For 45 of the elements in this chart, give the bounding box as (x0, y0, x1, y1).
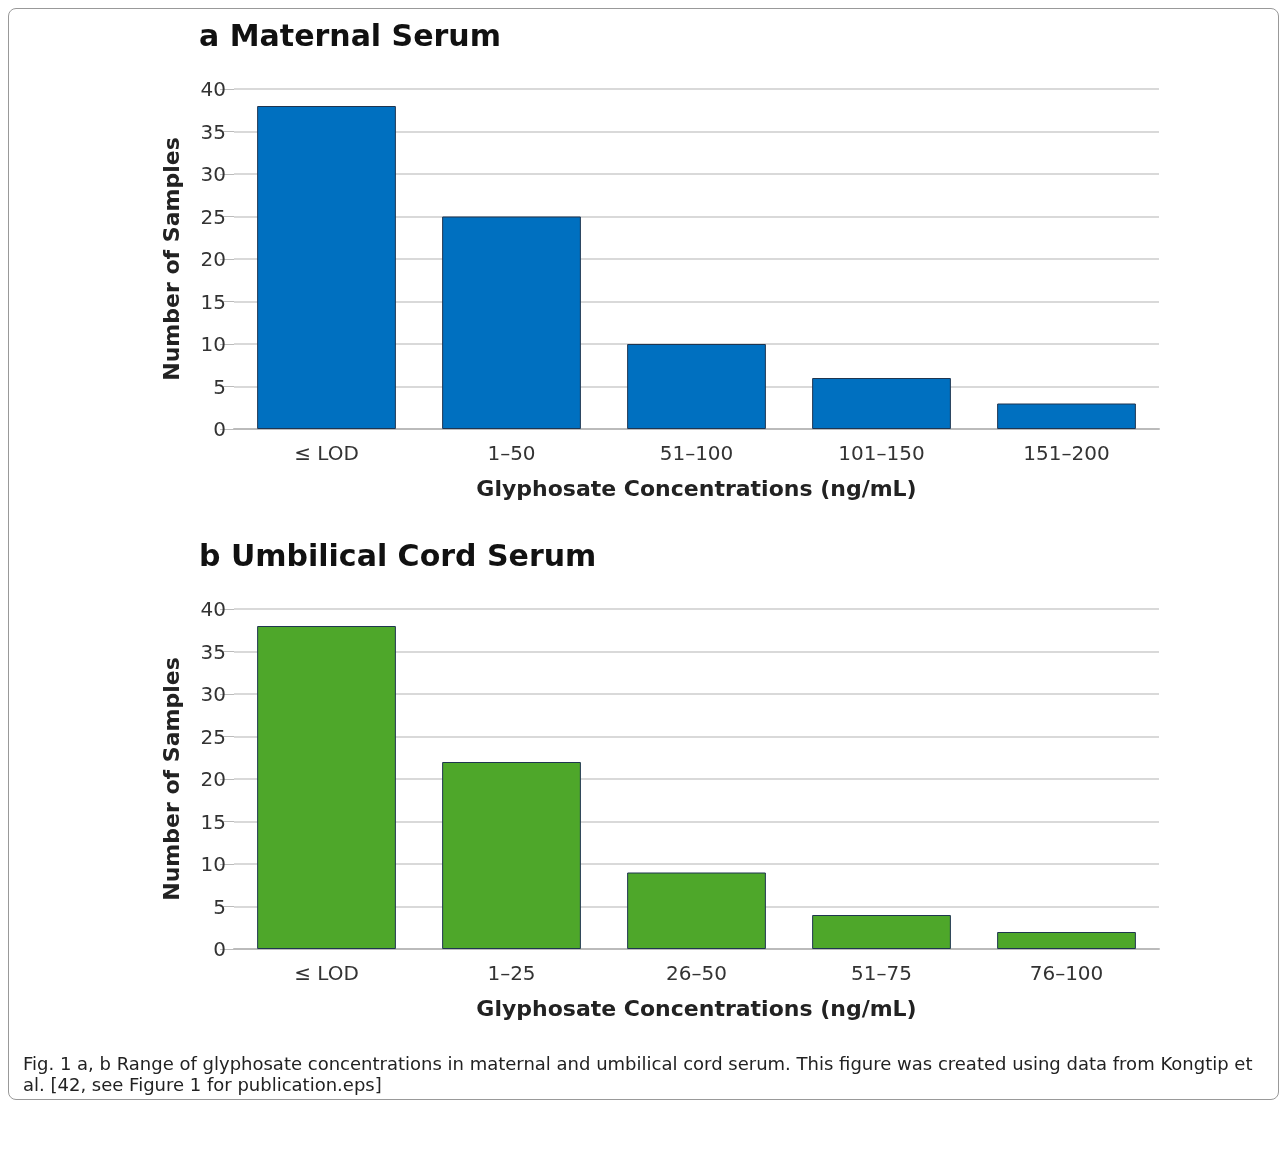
y-tick-label: 5 (213, 894, 226, 919)
x-axis-title: Glyphosate Concentrations (ng/mL) (476, 995, 917, 1021)
y-tick-label: 15 (200, 289, 226, 314)
x-tick-label: 76–100 (1029, 961, 1104, 985)
bar (812, 378, 951, 429)
x-tick-label: ≤ LOD (294, 961, 359, 985)
y-tick-label: 15 (200, 809, 226, 834)
x-tick-label: 1–25 (487, 961, 536, 985)
y-tick-label: 30 (200, 162, 226, 186)
chart-title: a Maternal Serum (199, 17, 501, 53)
y-tick-label: 30 (200, 682, 226, 706)
bar (257, 626, 396, 949)
bar (997, 403, 1136, 429)
y-tick-label: 25 (200, 204, 226, 229)
x-tick-label: 51–75 (851, 961, 912, 985)
y-tick-label: 20 (200, 247, 226, 271)
bar (442, 762, 581, 949)
x-tick-label: 151–200 (1023, 441, 1110, 465)
y-axis-title: Number of Samples (158, 657, 184, 901)
y-tick-label: 25 (200, 724, 226, 749)
y-tick-label: 10 (200, 332, 226, 356)
bar (812, 915, 951, 949)
x-tick-label: 1–50 (487, 441, 536, 465)
bar (627, 872, 766, 949)
bar (627, 344, 766, 429)
chart-title: b Umbilical Cord Serum (199, 537, 597, 573)
y-tick-label: 20 (200, 767, 226, 791)
x-tick-label: 51–100 (659, 441, 734, 465)
bar (442, 216, 581, 429)
x-tick-label: 101–150 (838, 441, 925, 465)
y-tick-label: 35 (200, 119, 226, 144)
y-tick-label: 0 (213, 417, 226, 441)
y-tick-label: 5 (213, 374, 226, 399)
x-axis-title: Glyphosate Concentrations (ng/mL) (476, 475, 917, 501)
caption: Fig. 1 a, b Range of glyphosate concentrations in maternal and umbilical cord serum. This figure was created using data from Kongtip et al. [42, see Figure 1 for publication.eps] (22, 1052, 1254, 1097)
x-tick-label: ≤ LOD (294, 441, 359, 465)
y-tick-label: 10 (200, 852, 226, 876)
y-axis-title: Number of Samples (158, 137, 184, 381)
bar (257, 106, 396, 429)
bar (997, 932, 1136, 949)
y-tick-label: 40 (200, 597, 226, 621)
y-tick-label: 40 (200, 77, 226, 101)
y-tick-label: 35 (200, 639, 226, 664)
x-tick-label: 26–50 (666, 961, 727, 985)
y-tick-label: 0 (213, 937, 226, 961)
